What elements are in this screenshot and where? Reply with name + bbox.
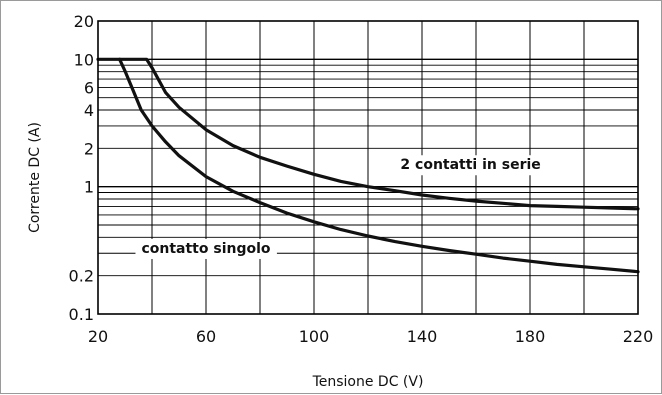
curves xyxy=(96,57,640,274)
x-tick-label: 20 xyxy=(88,327,108,346)
axes xyxy=(97,20,639,315)
plot-border xyxy=(97,20,639,315)
y-tick-label: 4 xyxy=(84,101,94,120)
x-tick-label: 220 xyxy=(623,327,654,346)
annotation-background xyxy=(135,238,277,259)
annotation: 2 contatti in serie xyxy=(394,155,547,176)
y-axis-label: Corrente DC (A) xyxy=(27,122,43,233)
y-tick-label: 20 xyxy=(74,12,94,31)
y-tick-label: 10 xyxy=(74,50,94,69)
grid xyxy=(98,21,638,314)
tick-labels: 20 60 100 140 180 220 20 10 6 4 2 1 0.2 0.1 xyxy=(69,12,654,346)
annotations: 2 contatti in serie contatto singolo xyxy=(135,155,547,259)
annotation-label: 2 contatti in serie xyxy=(400,157,540,173)
x-tick-label: 180 xyxy=(515,327,546,346)
y-tick-label: 2 xyxy=(84,139,94,158)
y-tick-label: 0.1 xyxy=(69,305,94,324)
series-line-2 xyxy=(118,57,640,274)
y-tick-label: 0.2 xyxy=(69,267,94,286)
x-axis-label: Tensione DC (V) xyxy=(312,374,424,390)
y-tick-label: 6 xyxy=(84,79,94,98)
annotation: contatto singolo xyxy=(135,238,277,259)
series-line-1 xyxy=(96,57,640,211)
x-tick-label: 60 xyxy=(196,327,216,346)
x-tick-label: 140 xyxy=(407,327,438,346)
y-tick-label: 1 xyxy=(84,178,94,197)
annotation-label: contatto singolo xyxy=(141,241,270,257)
annotation-background xyxy=(394,155,547,176)
x-tick-label: 100 xyxy=(299,327,330,346)
